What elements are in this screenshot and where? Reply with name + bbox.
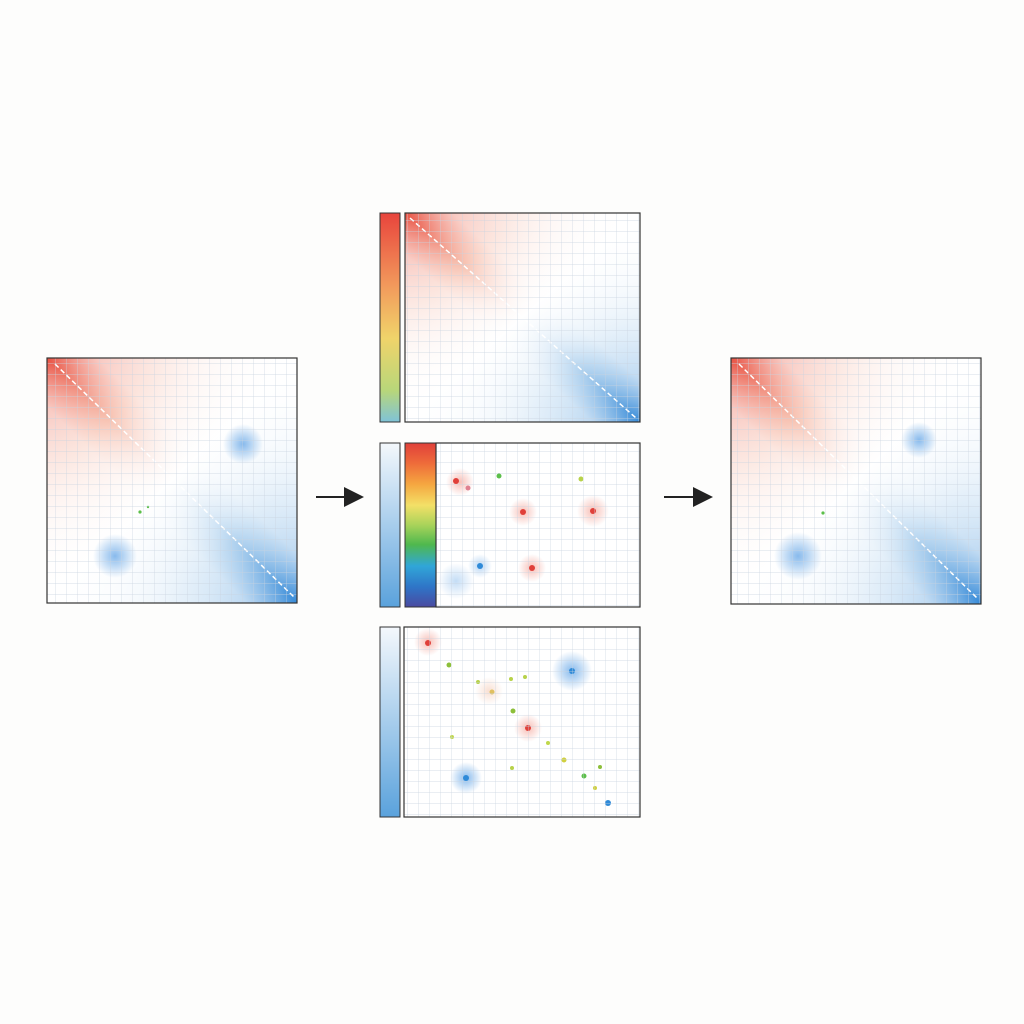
scatter-panel: [379, 626, 641, 818]
output-heatmap: [730, 357, 982, 605]
scatter-with-rainbow-bar: [379, 442, 641, 608]
input-heatmap: [46, 357, 298, 604]
heatmap-with-colorbar: [379, 212, 641, 423]
